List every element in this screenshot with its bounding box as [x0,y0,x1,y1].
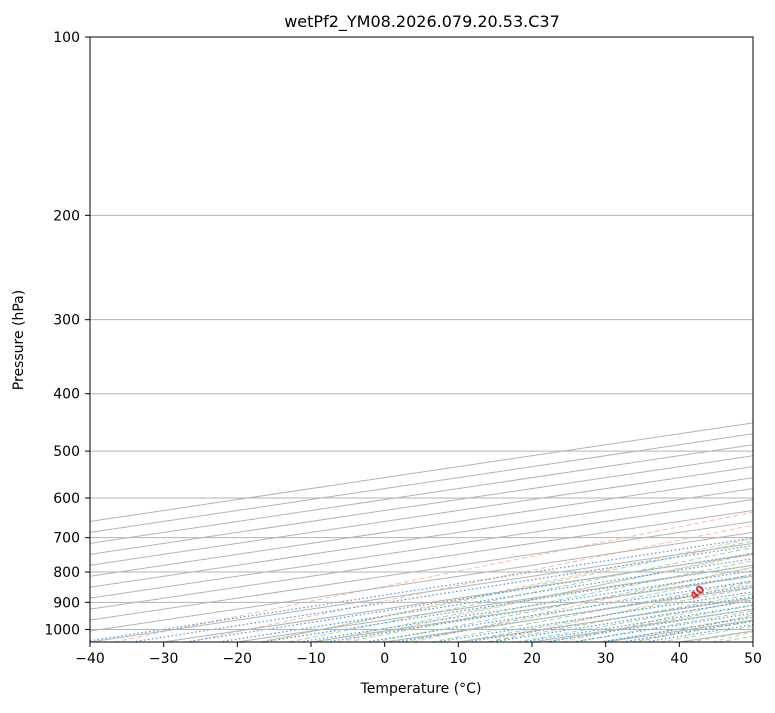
y-tick-label: 300 [53,313,80,329]
y-tick-label: 1000 [44,622,80,638]
x-tick-label: −20 [223,651,253,667]
y-tick-label: 500 [53,444,80,460]
x-tick-label: −10 [296,651,326,667]
x-tick-label: 20 [523,651,541,667]
y-tick-label: 200 [53,208,80,224]
x-tick-label: −40 [75,651,105,667]
x-tick-label: −30 [149,651,179,667]
y-tick-label: 100 [53,30,80,46]
x-tick-label: 0 [380,651,389,667]
y-axis-label: Pressure (hPa) [11,290,27,390]
x-axis-label: Temperature (°C) [360,681,482,697]
y-tick-label: 700 [53,531,80,547]
x-tick-label: 10 [449,651,467,667]
x-tick-label: 40 [670,651,688,667]
y-tick-label: 600 [53,491,80,507]
x-tick-label: 50 [744,651,762,667]
y-tick-label: 800 [53,565,80,581]
x-tick-label: 30 [597,651,615,667]
y-tick-label: 400 [53,387,80,403]
y-tick-label: 900 [53,595,80,611]
chart-title: wetPf2_YM08.2026.079.20.53.C37 [284,12,560,32]
